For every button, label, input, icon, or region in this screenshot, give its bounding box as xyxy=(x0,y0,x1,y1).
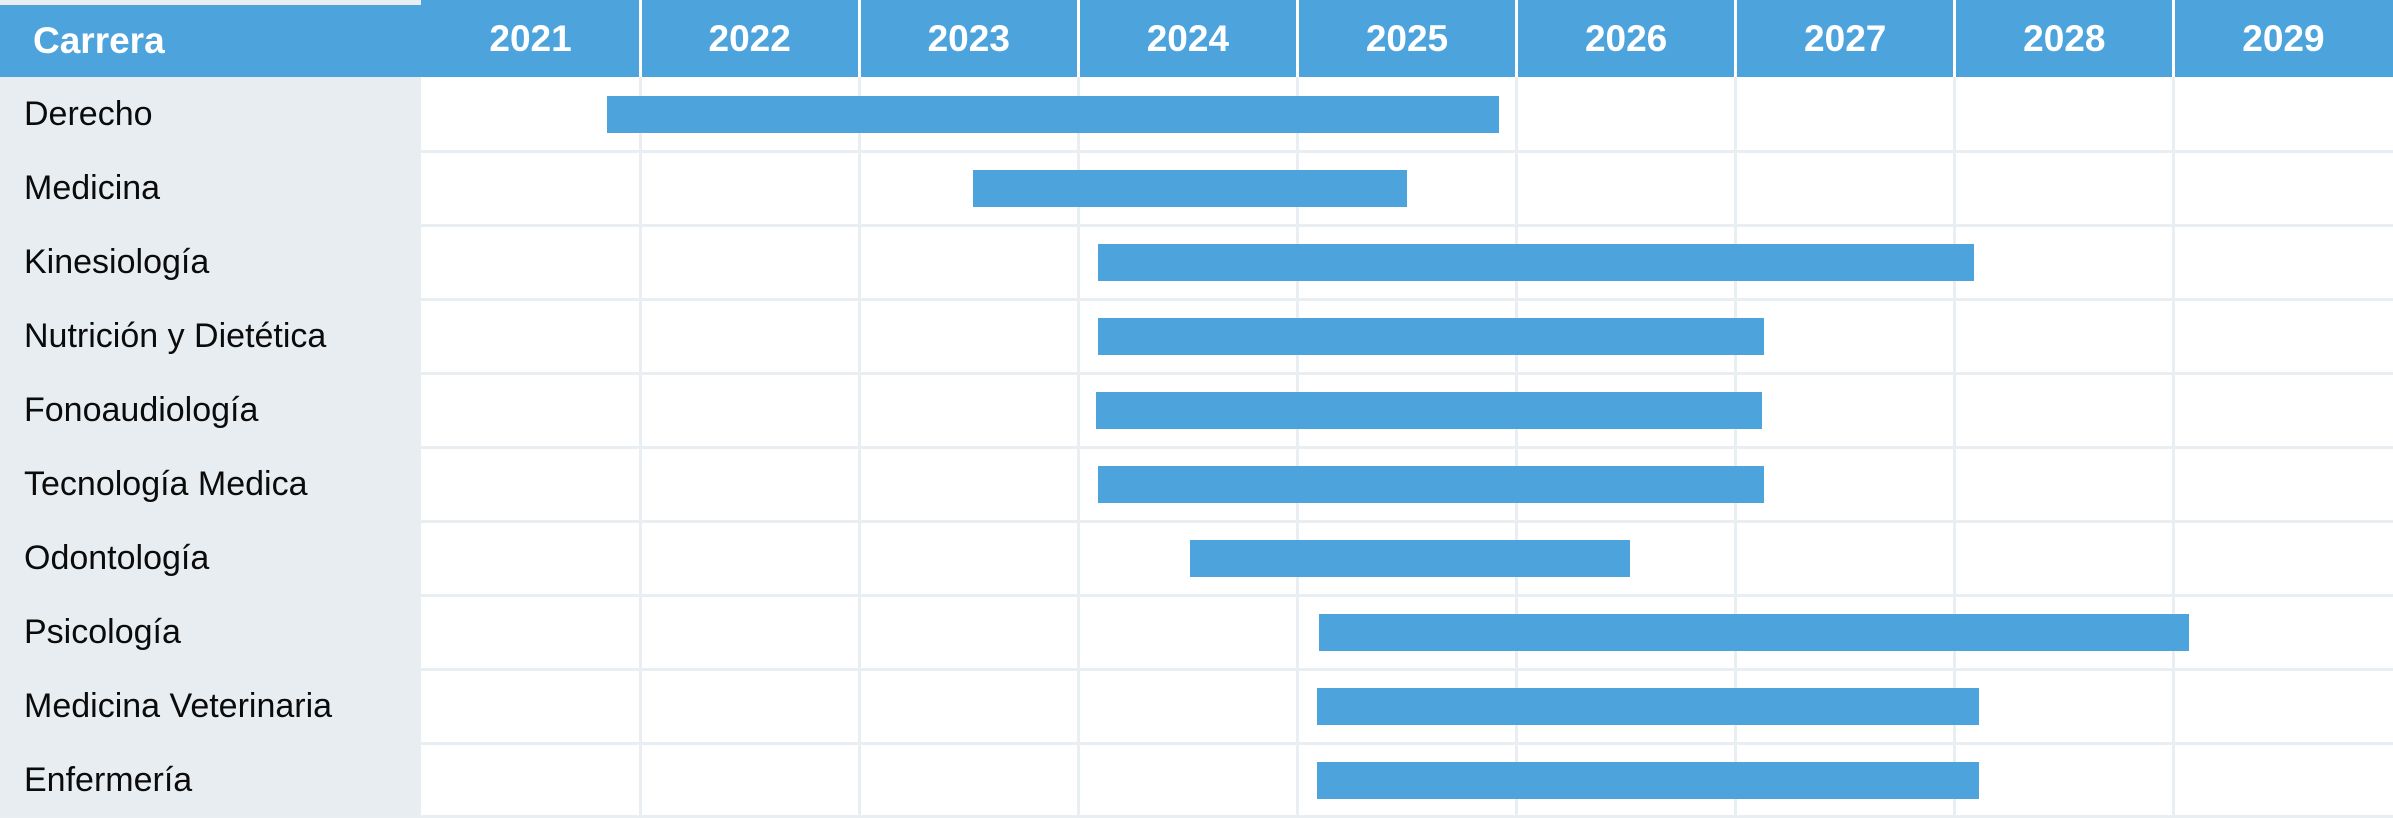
plot-area: Derecho Medicina Kinesiología Nutrición y D… xyxy=(0,77,2393,818)
gantt-bar-7 xyxy=(1190,540,1631,578)
row-label-10: Enfermería xyxy=(0,744,421,818)
year-header-2025: 2025 xyxy=(1297,0,1516,77)
row-label-1: Derecho xyxy=(0,77,421,151)
row-label-7: Odontología xyxy=(0,522,421,596)
year-header-2027: 2027 xyxy=(1736,0,1955,77)
year-header-label: 2025 xyxy=(1365,17,1449,59)
row-separator xyxy=(421,520,2393,524)
vertical-gridline xyxy=(857,77,861,818)
career-name: Kinesiología xyxy=(24,242,210,281)
row-separator xyxy=(421,297,2393,301)
row-separator xyxy=(421,223,2393,227)
gantt-bar-8 xyxy=(1319,614,2190,652)
year-header-label: 2029 xyxy=(2242,17,2325,59)
year-header-label: 2023 xyxy=(927,17,1010,59)
row-label-5: Fonoaudiología xyxy=(0,373,421,447)
year-header-2026: 2026 xyxy=(1517,0,1736,77)
career-name: Nutrición y Dietética xyxy=(24,316,327,355)
row-label-4: Nutrición y Dietética xyxy=(0,299,421,373)
gantt-bar-4 xyxy=(1098,317,1765,355)
career-name: Tecnología Medica xyxy=(24,465,308,504)
label-column xyxy=(0,77,421,818)
year-header-2024: 2024 xyxy=(1078,0,1297,77)
year-header-label: 2027 xyxy=(1804,17,1887,59)
year-header-label: 2026 xyxy=(1584,17,1668,59)
year-header-2028: 2028 xyxy=(1955,0,2174,77)
year-header-2022: 2022 xyxy=(640,0,859,77)
gantt-bar-2 xyxy=(973,169,1407,207)
gantt-bar-9 xyxy=(1317,688,1979,726)
row-label-3: Kinesiología xyxy=(0,225,421,299)
career-name: Odontología xyxy=(24,539,210,578)
year-header-2029: 2029 xyxy=(2174,0,2393,77)
row-separator xyxy=(421,668,2393,672)
row-label-9: Medicina Veterinaria xyxy=(0,670,421,744)
gantt-bar-5 xyxy=(1095,391,1762,429)
column-header-carrera-label: Carrera xyxy=(33,20,165,61)
vertical-gridline xyxy=(2172,77,2176,818)
year-header-2021: 2021 xyxy=(421,0,640,77)
career-name: Derecho xyxy=(24,94,153,133)
gantt-bar-6 xyxy=(1098,466,1765,504)
row-label-6: Tecnología Medica xyxy=(0,448,421,522)
year-header-label: 2028 xyxy=(2023,17,2106,59)
career-name: Enfermería xyxy=(24,761,193,800)
row-separator xyxy=(421,149,2393,153)
year-header-label: 2022 xyxy=(708,17,791,59)
row-separator xyxy=(421,742,2393,746)
career-name: Psicología xyxy=(24,613,181,652)
career-name: Medicina Veterinaria xyxy=(24,687,333,726)
row-separator xyxy=(421,594,2393,598)
year-header-label: 2024 xyxy=(1146,17,1230,59)
row-separator xyxy=(421,446,2393,449)
header-row: Carrera 2021 2022 2023 2024 2025 2026 2027 2028… xyxy=(0,0,2393,77)
gantt-bar-1 xyxy=(607,95,1500,133)
row-label-8: Psicología xyxy=(0,596,421,670)
row-label-2: Medicina xyxy=(0,151,421,225)
vertical-gridline xyxy=(638,77,642,818)
column-header-carrera: Carrera xyxy=(0,5,421,77)
career-name: Medicina xyxy=(24,168,161,207)
career-name: Fonoaudiología xyxy=(24,390,259,429)
gantt-bar-3 xyxy=(1098,243,1975,281)
year-header-2023: 2023 xyxy=(859,0,1078,77)
gantt-bar-10 xyxy=(1317,762,1979,800)
row-separator xyxy=(421,371,2393,375)
year-header-label: 2021 xyxy=(489,17,572,59)
